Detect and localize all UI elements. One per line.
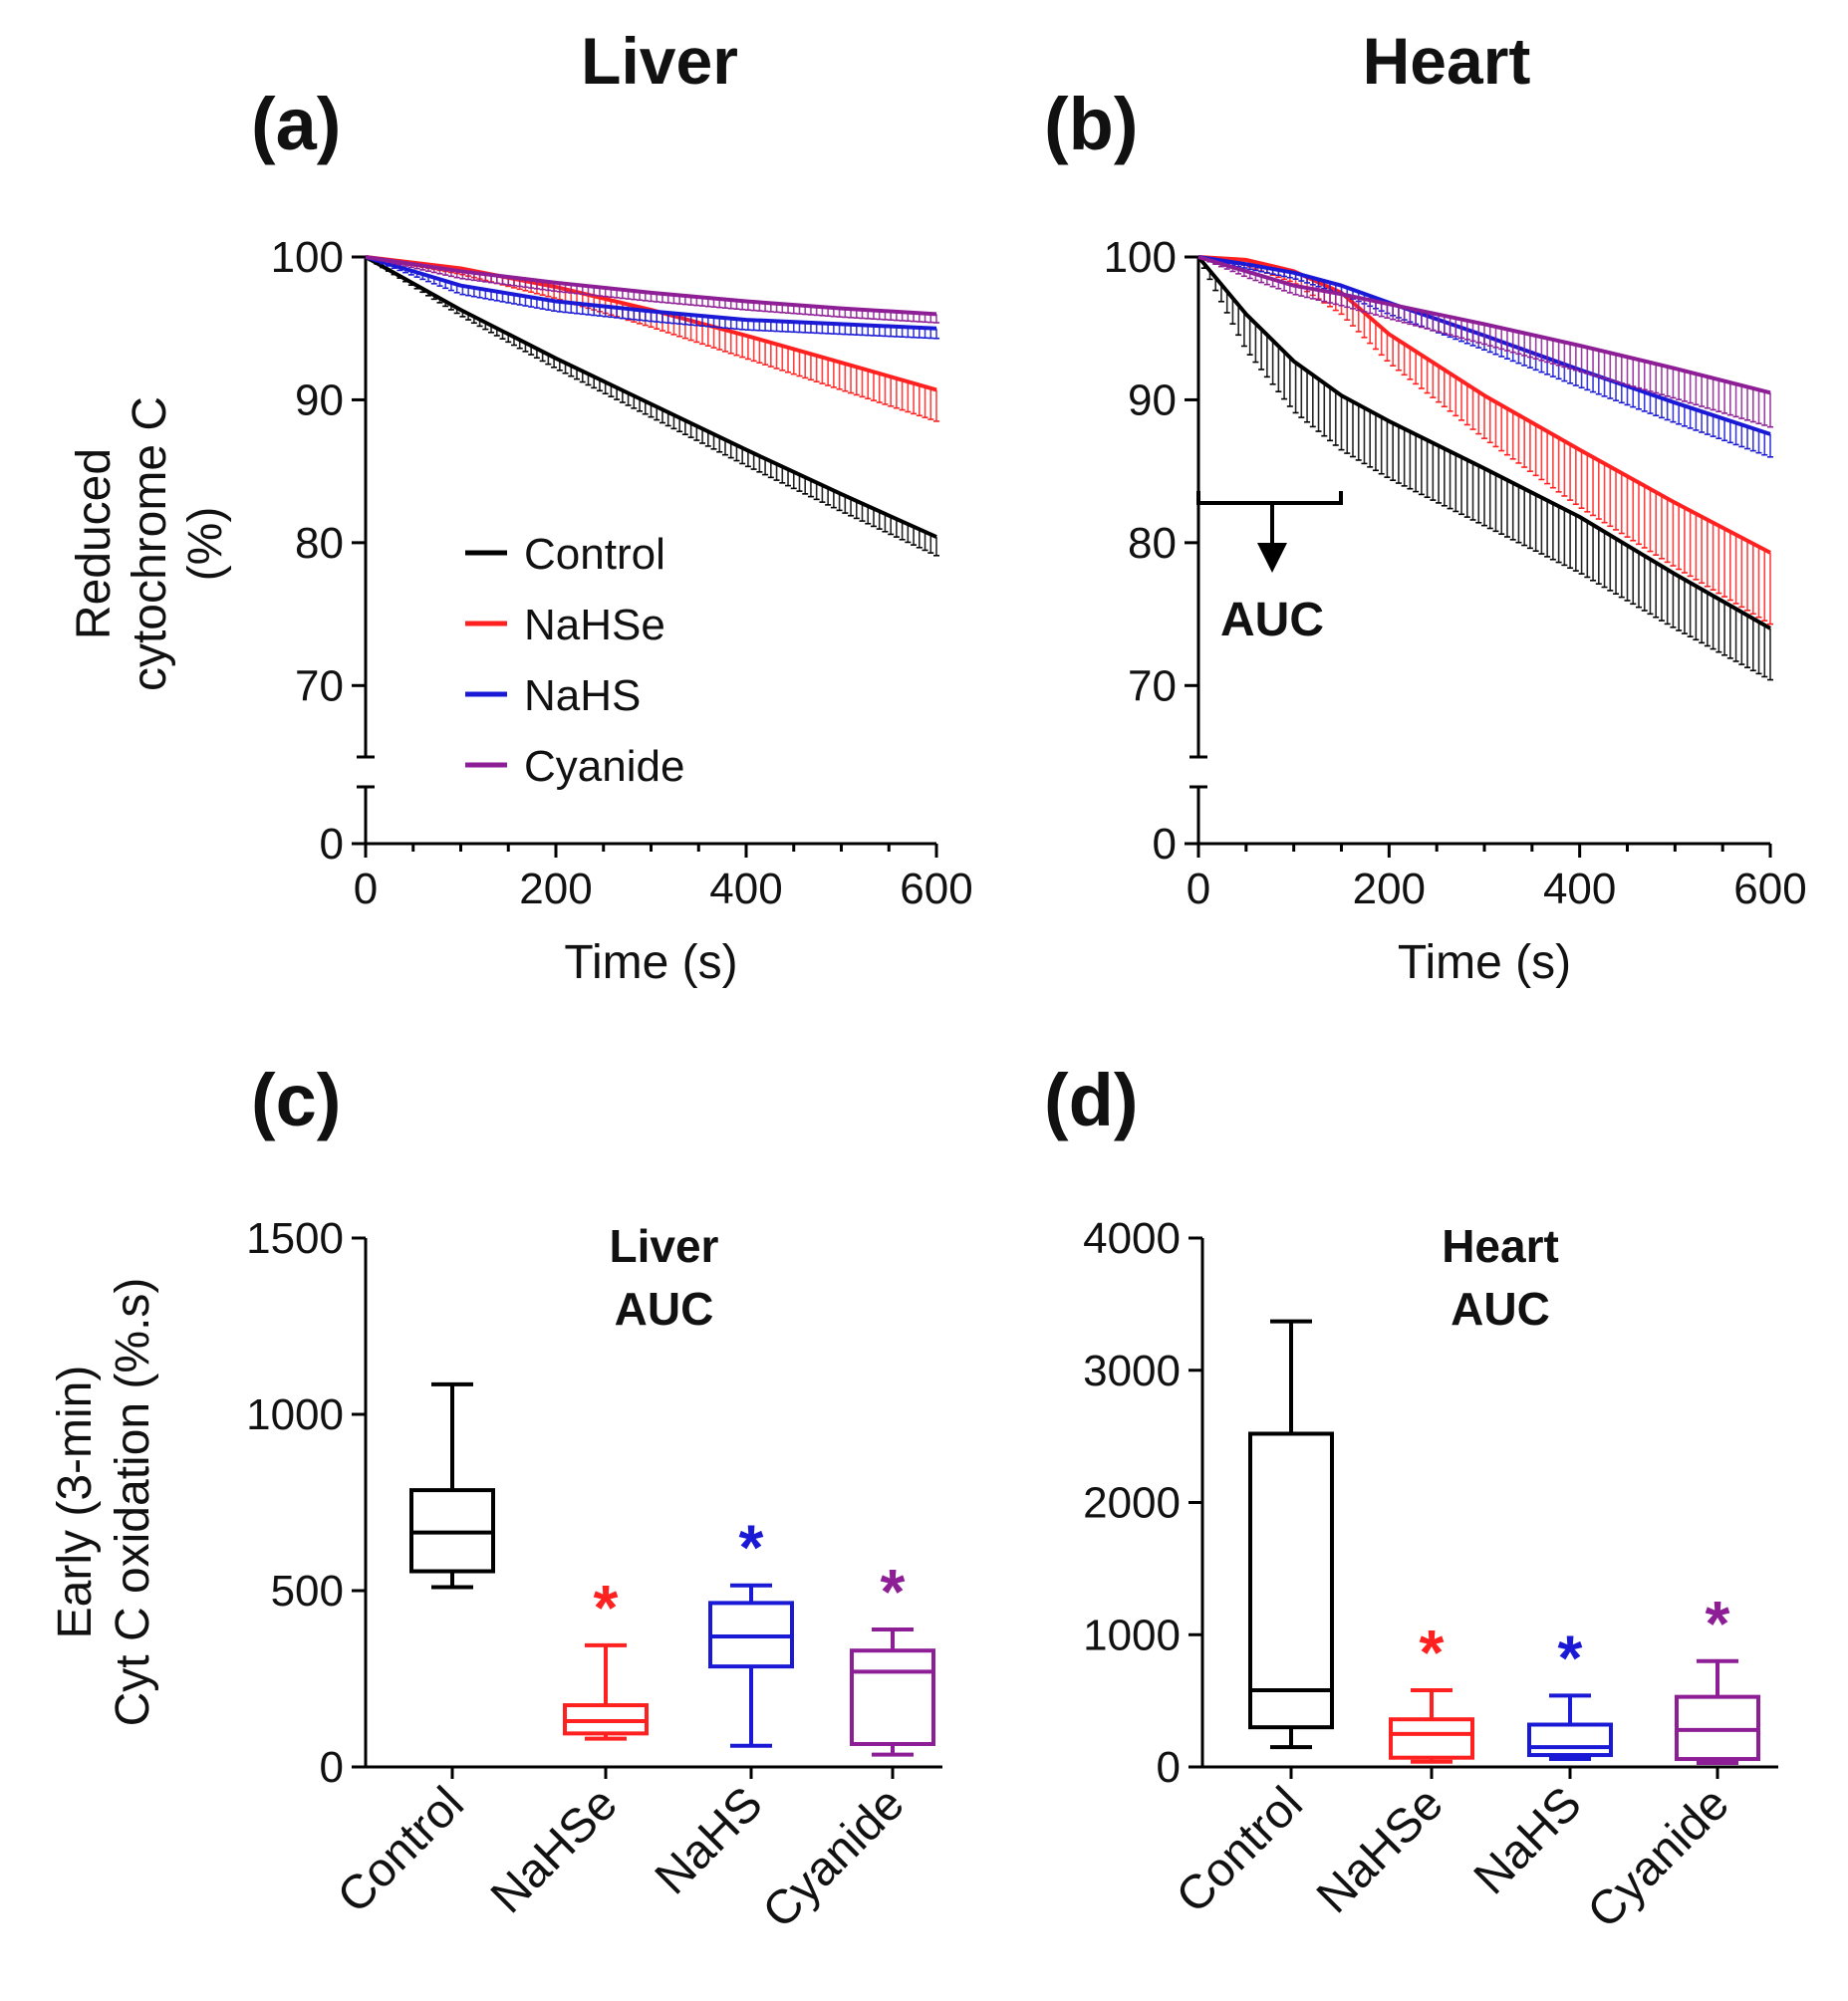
y-tick-label: 1500 — [246, 1214, 344, 1263]
auc-bracket — [1196, 491, 1343, 505]
x-category-label: NaHS — [646, 1777, 773, 1904]
panel-a-liver-line-chart: 0 70 80 90 100 0 200 400 600 Time (s) Control NaHSe… — [68, 233, 973, 989]
y-tick-label: 90 — [295, 375, 344, 424]
panel-tag-d: (d) — [1044, 1059, 1139, 1141]
series-cyanide — [1197, 255, 1773, 428]
box-nahs: * — [1527, 1622, 1613, 1762]
panel-tag-b: (b) — [1044, 83, 1139, 165]
y-tick-label: 80 — [1128, 519, 1177, 568]
y-axis-title-line: Early (3-min) — [49, 1366, 102, 1639]
x-tick-label: 0 — [354, 865, 378, 913]
series-line — [1197, 255, 1771, 395]
x-category-label: NaHS — [1464, 1777, 1592, 1904]
box-cyanide: * — [850, 1556, 935, 1757]
y-tick-label: 500 — [271, 1567, 344, 1616]
panel-b-heart-line-chart: 0 70 80 90 100 0 200 400 600 Time (s) AUC — [1104, 233, 1807, 989]
y-tick-label: 0 — [1157, 1743, 1181, 1792]
y-tick-label: 100 — [271, 233, 344, 282]
y-tick-label: 0 — [1153, 820, 1177, 869]
y-tick-label: 1000 — [246, 1390, 344, 1439]
y-axis-title-line: Cyt C oxidation (%.s) — [107, 1278, 159, 1727]
x-category-label: Control — [1167, 1777, 1313, 1923]
y-tick-label: 2000 — [1083, 1479, 1181, 1528]
x-tick-label: 200 — [519, 865, 592, 913]
x-tick-label: 200 — [1353, 865, 1426, 913]
significance-star: * — [739, 1512, 764, 1584]
y-tick-label: 100 — [1104, 233, 1177, 282]
y-tick-label: 0 — [320, 820, 344, 869]
box-iqr — [1248, 1431, 1334, 1730]
series-control — [365, 255, 939, 557]
box-iqr — [850, 1648, 935, 1746]
legend-label: Control — [524, 530, 665, 579]
panel-tag-c: (c) — [251, 1059, 341, 1141]
legend-label: NaHS — [524, 671, 641, 720]
box-nahs: * — [708, 1512, 794, 1748]
significance-star: * — [594, 1572, 619, 1643]
series-line — [1197, 255, 1771, 555]
x-category-label: Cyanide — [753, 1777, 915, 1938]
box-control — [409, 1381, 495, 1590]
y-axis-title: Reducedcytochrome C(%) — [68, 396, 232, 691]
auc-arrow-head — [1257, 543, 1287, 573]
chart-title-line: Heart — [1442, 1220, 1559, 1272]
x-tick-label: 0 — [1187, 865, 1210, 913]
box-iqr — [1527, 1722, 1613, 1758]
series-line — [1196, 255, 1771, 630]
series-nahs — [365, 255, 939, 340]
x-tick-label: 400 — [709, 865, 782, 913]
chart-title-line: AUC — [1451, 1283, 1550, 1335]
header-heart: Heart — [1363, 24, 1531, 98]
x-tick-label: 600 — [900, 865, 972, 913]
x-axis-title: Time (s) — [564, 936, 737, 989]
y-axis-title: Early (3-min) Cyt C oxidation (%.s) — [49, 1278, 159, 1727]
x-category-label: NaHSe — [481, 1777, 628, 1923]
box-cyanide: * — [1675, 1588, 1760, 1766]
significance-star: * — [1420, 1617, 1445, 1688]
series-line — [365, 255, 937, 317]
chart-title-line: Liver — [610, 1220, 719, 1272]
significance-star: * — [1558, 1622, 1583, 1693]
y-tick-label: 4000 — [1083, 1214, 1181, 1263]
box-control — [1248, 1319, 1334, 1750]
series-cyanide — [365, 255, 939, 324]
series-line — [365, 255, 937, 539]
y-tick-label: 3000 — [1083, 1347, 1181, 1395]
y-tick-label: 70 — [295, 661, 344, 710]
legend-label: Cyanide — [524, 742, 684, 791]
legend-label: NaHSe — [524, 601, 665, 649]
box-iqr — [1389, 1717, 1474, 1760]
panel-tag-a: (a) — [251, 83, 341, 165]
header-liver: Liver — [581, 24, 738, 98]
y-tick-label: 80 — [295, 519, 344, 568]
panel-c-liver-auc-boxplot: 0 500 1000 1500 Liver AUC Control * NaHSe * NaHS * C… — [49, 1214, 942, 1938]
y-tick-label: 90 — [1128, 375, 1177, 424]
y-axis-title-line: cytochrome C — [124, 396, 176, 691]
y-axis-title-line: Reduced — [68, 448, 121, 639]
x-tick-label: 400 — [1543, 865, 1616, 913]
y-tick-label: 70 — [1128, 661, 1177, 710]
y-tick-label: 1000 — [1083, 1611, 1181, 1659]
box-nahse: * — [1389, 1617, 1474, 1764]
box-nahse: * — [563, 1572, 649, 1741]
series-control — [1196, 255, 1773, 681]
x-category-label: Control — [328, 1777, 474, 1923]
panel-d-heart-auc-boxplot: 0 1000 2000 3000 4000 Heart AUC Control * NaHSe * N… — [1083, 1214, 1778, 1938]
chart-title-line: AUC — [615, 1283, 714, 1335]
series-nahse — [1197, 255, 1773, 625]
y-axis-title-line: (%) — [179, 507, 232, 582]
x-axis-title: Time (s) — [1398, 936, 1571, 989]
significance-star: * — [881, 1556, 906, 1627]
x-tick-label: 600 — [1733, 865, 1806, 913]
x-category-label: NaHSe — [1307, 1777, 1453, 1923]
y-tick-label: 0 — [320, 1743, 344, 1792]
significance-star: * — [1706, 1588, 1730, 1659]
auc-label: AUC — [1220, 594, 1324, 646]
x-category-label: Cyanide — [1578, 1777, 1739, 1938]
series-line — [365, 255, 937, 331]
